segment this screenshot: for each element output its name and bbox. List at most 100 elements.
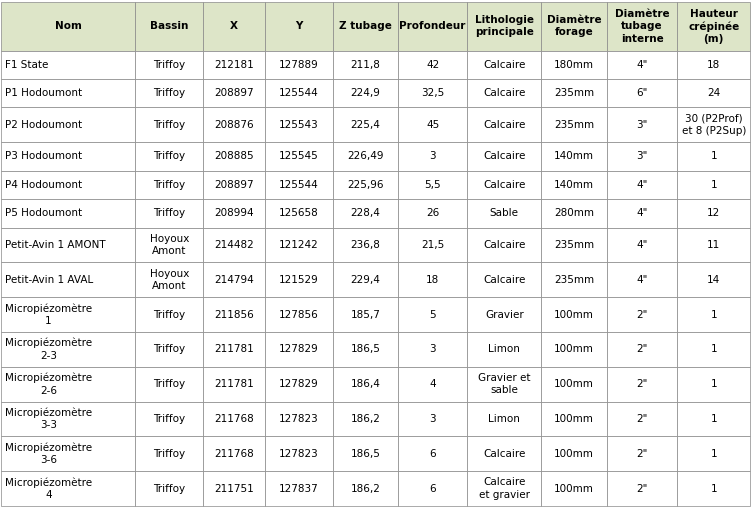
Bar bbox=[265, 2, 333, 50]
Text: 30 (P2Prof)
et 8 (P2Sup): 30 (P2Prof) et 8 (P2Sup) bbox=[682, 114, 746, 136]
Text: 26: 26 bbox=[426, 208, 439, 218]
Text: Triffoy: Triffoy bbox=[153, 379, 185, 389]
Bar bbox=[265, 50, 333, 79]
Text: Micropiézomètre
4: Micropiézomètre 4 bbox=[5, 477, 92, 500]
Text: X: X bbox=[230, 21, 238, 31]
Text: 127837: 127837 bbox=[279, 484, 318, 494]
Text: F1 State: F1 State bbox=[5, 60, 48, 70]
Text: Hauteur
crépinée
(m): Hauteur crépinée (m) bbox=[688, 9, 739, 44]
Bar bbox=[1, 171, 135, 199]
Text: Triffoy: Triffoy bbox=[153, 484, 185, 494]
Text: 2": 2" bbox=[636, 344, 648, 355]
Text: Triffoy: Triffoy bbox=[153, 449, 185, 459]
Bar bbox=[333, 436, 398, 471]
Text: 11: 11 bbox=[707, 240, 720, 250]
Text: 4": 4" bbox=[636, 240, 648, 250]
Text: Triffoy: Triffoy bbox=[153, 60, 185, 70]
Text: Micropiézomètre
2-6: Micropiézomètre 2-6 bbox=[5, 373, 92, 396]
Bar bbox=[204, 79, 265, 107]
Bar bbox=[265, 332, 333, 367]
Bar bbox=[333, 79, 398, 107]
Bar bbox=[541, 263, 607, 297]
Text: P2 Hodoumont: P2 Hodoumont bbox=[5, 120, 82, 130]
Bar bbox=[135, 171, 204, 199]
Text: 2": 2" bbox=[636, 414, 648, 424]
Bar bbox=[398, 436, 467, 471]
Bar bbox=[135, 107, 204, 142]
Text: 212181: 212181 bbox=[214, 60, 254, 70]
Text: 18: 18 bbox=[426, 275, 439, 285]
Bar bbox=[398, 50, 467, 79]
Bar bbox=[265, 142, 333, 171]
Bar bbox=[265, 297, 333, 332]
Bar bbox=[265, 263, 333, 297]
Text: Triffoy: Triffoy bbox=[153, 414, 185, 424]
Bar bbox=[398, 107, 467, 142]
Text: Profondeur: Profondeur bbox=[400, 21, 466, 31]
Text: 6: 6 bbox=[430, 484, 436, 494]
Text: 5,5: 5,5 bbox=[424, 180, 441, 190]
Text: 229,4: 229,4 bbox=[351, 275, 381, 285]
Text: 211768: 211768 bbox=[214, 449, 254, 459]
Bar bbox=[333, 471, 398, 506]
Bar bbox=[607, 436, 677, 471]
Text: Y: Y bbox=[295, 21, 303, 31]
Text: 100mm: 100mm bbox=[554, 344, 594, 355]
Text: 186,2: 186,2 bbox=[351, 484, 381, 494]
Bar bbox=[265, 436, 333, 471]
Text: 186,2: 186,2 bbox=[351, 414, 381, 424]
Text: Lithologie
principale: Lithologie principale bbox=[475, 15, 534, 38]
Text: 32,5: 32,5 bbox=[421, 88, 445, 98]
Bar bbox=[607, 107, 677, 142]
Bar bbox=[1, 228, 135, 263]
Text: Micropiézomètre
1: Micropiézomètre 1 bbox=[5, 303, 92, 326]
Text: 140mm: 140mm bbox=[554, 180, 594, 190]
Text: Diamètre
forage: Diamètre forage bbox=[547, 15, 602, 38]
Bar bbox=[541, 402, 607, 436]
Bar bbox=[677, 436, 750, 471]
Bar bbox=[677, 367, 750, 402]
Bar bbox=[135, 263, 204, 297]
Bar bbox=[607, 142, 677, 171]
Text: 2": 2" bbox=[636, 379, 648, 389]
Text: 225,96: 225,96 bbox=[347, 180, 384, 190]
Bar bbox=[607, 297, 677, 332]
Bar bbox=[607, 199, 677, 228]
Bar bbox=[677, 228, 750, 263]
Text: 228,4: 228,4 bbox=[351, 208, 381, 218]
Bar bbox=[204, 228, 265, 263]
Text: 1: 1 bbox=[710, 484, 717, 494]
Bar bbox=[135, 471, 204, 506]
Bar bbox=[467, 436, 541, 471]
Bar bbox=[333, 2, 398, 50]
Bar bbox=[204, 171, 265, 199]
Text: Calcaire: Calcaire bbox=[483, 60, 526, 70]
Bar bbox=[467, 297, 541, 332]
Text: 4": 4" bbox=[636, 60, 648, 70]
Text: Limon: Limon bbox=[488, 344, 520, 355]
Text: 14: 14 bbox=[707, 275, 720, 285]
Text: Triffoy: Triffoy bbox=[153, 208, 185, 218]
Text: 4": 4" bbox=[636, 275, 648, 285]
Bar bbox=[607, 471, 677, 506]
Bar bbox=[204, 297, 265, 332]
Bar bbox=[204, 263, 265, 297]
Bar bbox=[1, 297, 135, 332]
Text: 211768: 211768 bbox=[214, 414, 254, 424]
Text: 3": 3" bbox=[636, 151, 648, 162]
Bar bbox=[541, 436, 607, 471]
Bar bbox=[677, 263, 750, 297]
Bar bbox=[398, 332, 467, 367]
Bar bbox=[467, 107, 541, 142]
Text: Gravier et
sable: Gravier et sable bbox=[478, 373, 530, 395]
Text: 211856: 211856 bbox=[214, 310, 254, 320]
Text: 140mm: 140mm bbox=[554, 151, 594, 162]
Text: 214482: 214482 bbox=[214, 240, 254, 250]
Bar bbox=[607, 402, 677, 436]
Bar bbox=[333, 142, 398, 171]
Text: 208897: 208897 bbox=[214, 88, 254, 98]
Text: 208897: 208897 bbox=[214, 180, 254, 190]
Bar bbox=[607, 263, 677, 297]
Bar bbox=[467, 199, 541, 228]
Bar bbox=[1, 471, 135, 506]
